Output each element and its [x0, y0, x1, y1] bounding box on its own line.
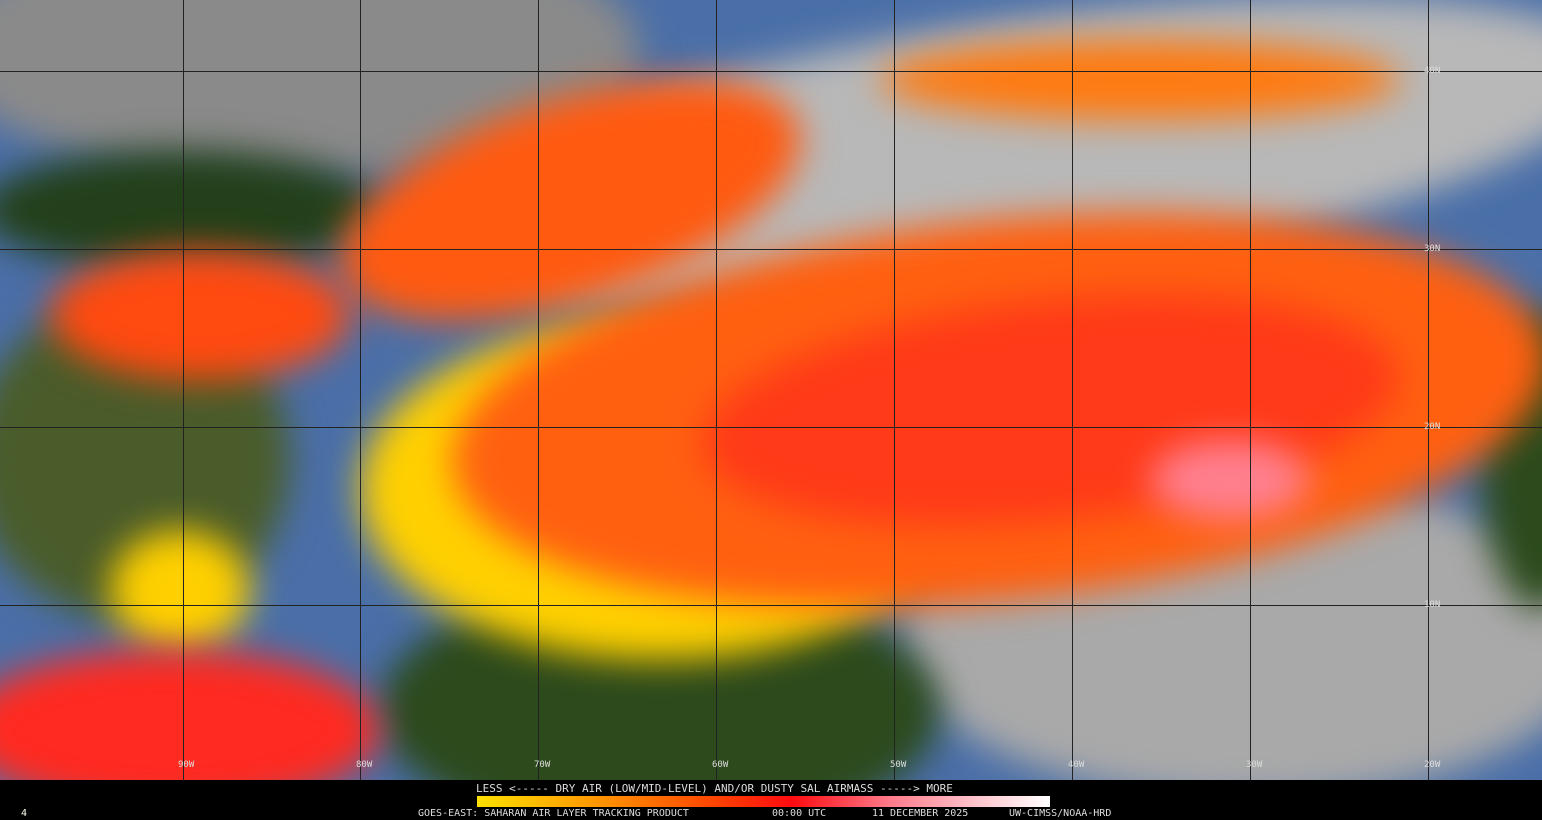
lon-label-70w: 70W	[534, 760, 551, 770]
latitude-line	[0, 605, 1542, 606]
longitude-line	[538, 0, 539, 780]
frame-number: 4	[21, 808, 28, 819]
legend-title: LESS <----- DRY AIR (LOW/MID-LEVEL) AND/…	[476, 782, 953, 795]
lon-label-50w: 50W	[890, 760, 907, 770]
sal-pink-core	[1150, 440, 1310, 520]
longitude-line	[360, 0, 361, 780]
credit: UW-CIMSS/NOAA-HRD	[1009, 808, 1112, 819]
sal-eastern-pacific	[110, 530, 250, 650]
longitude-line	[183, 0, 184, 780]
lat-label-30n: 30N	[1424, 244, 1441, 254]
lon-label-60w: 60W	[712, 760, 729, 770]
footer-caption: 4 GOES-EAST: SAHARAN AIR LAYER TRACKING …	[0, 808, 1542, 820]
product-name: GOES-EAST: SAHARAN AIR LAYER TRACKING PR…	[418, 808, 689, 819]
lon-label-20w: 20W	[1424, 760, 1441, 770]
longitude-line	[716, 0, 717, 780]
lon-label-30w: 30W	[1246, 760, 1263, 770]
latitude-line	[0, 427, 1542, 428]
lat-label-10n: 10N	[1424, 600, 1441, 610]
observation-date: 11 DECEMBER 2025	[872, 808, 969, 819]
lat-label-40n: 40N	[1424, 66, 1441, 76]
latitude-line	[0, 249, 1542, 250]
lon-label-40w: 40W	[1068, 760, 1085, 770]
legend-color-bar	[477, 796, 1050, 807]
sal-gulf-of-mexico	[50, 250, 350, 380]
lon-label-90w: 90W	[178, 760, 195, 770]
observation-time: 00:00 UTC	[772, 808, 827, 819]
sal-satellite-map: 40N 30N 20N 10N 90W 80W 70W 60W 50W 40W …	[0, 0, 1542, 780]
longitude-line	[1072, 0, 1073, 780]
latitude-line	[0, 71, 1542, 72]
longitude-line	[894, 0, 895, 780]
lat-label-20n: 20N	[1424, 422, 1441, 432]
longitude-line	[1428, 0, 1429, 780]
lon-label-80w: 80W	[356, 760, 373, 770]
sal-band-north	[880, 40, 1400, 120]
longitude-line	[1250, 0, 1251, 780]
